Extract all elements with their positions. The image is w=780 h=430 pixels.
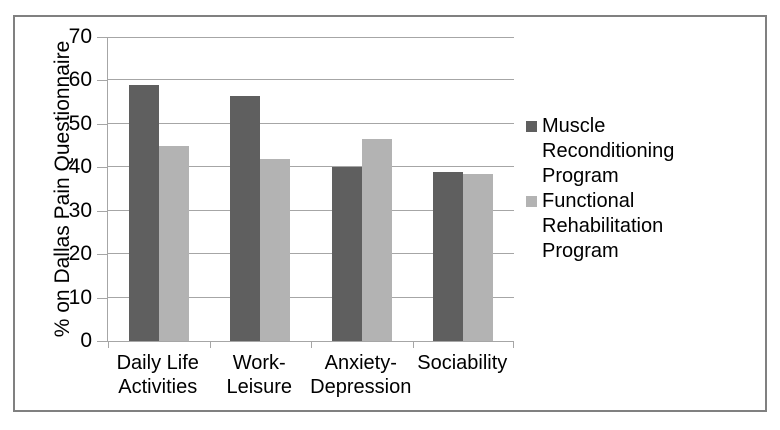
y-tick-label-0: 0 (80, 329, 92, 352)
y-tick-label-40: 40 (68, 155, 92, 179)
y-tick-mark-0 (97, 341, 108, 342)
x-label-category-1: Daily Life Activities (116, 352, 199, 398)
bar-series-2-category-3 (362, 139, 392, 341)
x-tick-mark-0 (108, 341, 109, 348)
y-tick-mark-60 (97, 80, 108, 82)
legend-label-series-2: Functional Rehabilitation Program (542, 190, 664, 262)
x-tick-mark-3 (413, 341, 414, 348)
y-tick-mark-40 (97, 167, 108, 169)
plot-area (97, 37, 514, 348)
x-tick-mark-2 (311, 341, 312, 348)
bar-series-2-category-1 (159, 146, 189, 341)
gridline-y-20 (108, 253, 514, 255)
x-axis-labels: Daily Life Activities Work- Leisure Anxiet… (107, 351, 513, 403)
legend: Muscle Reconditioning Program Functional… (526, 114, 706, 264)
y-tick-mark-10 (97, 297, 108, 299)
gridline-y-10 (108, 296, 514, 298)
x-label-category-4: Sociability (417, 352, 508, 374)
x-tick-mark-4 (513, 341, 514, 348)
bar-series-1-category-3 (332, 167, 362, 341)
gridline-y-60 (108, 79, 514, 81)
bar-series-2-category-4 (463, 174, 493, 341)
y-tick-mark-50 (97, 123, 108, 125)
x-tick-mark-1 (210, 341, 211, 348)
y-tick-mark-70 (97, 37, 108, 38)
legend-entry-series-2: Functional Rehabilitation Program (526, 189, 706, 264)
y-tick-label-20: 20 (68, 242, 92, 266)
y-tick-label-70: 70 (68, 25, 92, 48)
bar-series-2-category-2 (260, 159, 290, 341)
y-tick-label-60: 60 (68, 68, 92, 92)
y-tick-label-30: 30 (68, 198, 92, 222)
legend-swatch-series-2 (526, 196, 537, 207)
y-tick-mark-20 (97, 254, 108, 256)
legend-entry-series-1: Muscle Reconditioning Program (526, 114, 706, 189)
y-tick-label-50: 50 (68, 111, 92, 135)
bar-series-1-category-2 (230, 96, 260, 341)
bar-series-1-category-1 (129, 85, 159, 341)
x-label-category-2: Work- Leisure (226, 352, 293, 398)
y-tick-label-10: 10 (68, 285, 92, 309)
bar-series-1-category-4 (433, 172, 463, 341)
legend-swatch-series-1 (526, 121, 537, 132)
x-label-category-3: Anxiety- Depression (310, 352, 412, 398)
gridline-y-50 (108, 122, 514, 124)
gridline-y-70 (108, 37, 514, 38)
gridline-y-30 (108, 209, 514, 211)
gridline-y-40 (108, 166, 514, 168)
legend-label-series-1: Muscle Reconditioning Program (542, 115, 675, 187)
y-tick-mark-30 (97, 210, 108, 212)
